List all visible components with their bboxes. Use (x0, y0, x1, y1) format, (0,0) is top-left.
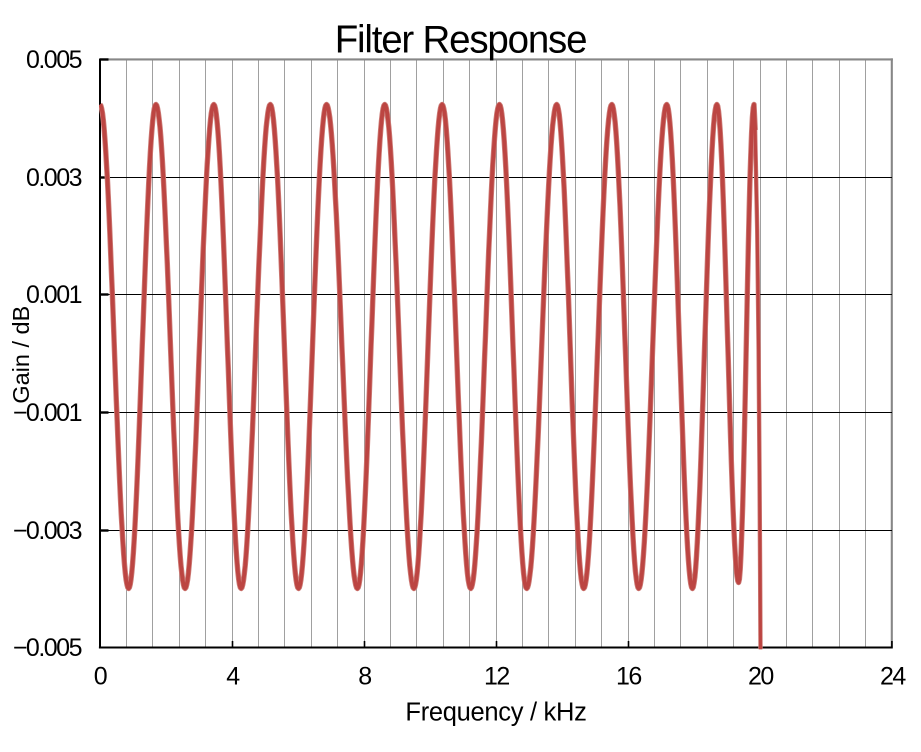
svg-text:12: 12 (484, 663, 509, 691)
svg-text:−0.005: −0.005 (13, 634, 82, 662)
svg-text:0.003: 0.003 (26, 164, 82, 192)
svg-text:0.001: 0.001 (26, 281, 82, 309)
svg-text:4: 4 (226, 663, 240, 691)
svg-text:Gain / dB: Gain / dB (8, 306, 34, 404)
svg-text:Filter Response: Filter Response (335, 18, 587, 61)
svg-text:0.005: 0.005 (26, 46, 82, 74)
svg-text:Frequency / kHz: Frequency / kHz (405, 698, 586, 726)
svg-text:−0.001: −0.001 (13, 399, 82, 427)
svg-text:20: 20 (748, 663, 773, 691)
svg-text:0: 0 (94, 663, 107, 691)
svg-text:16: 16 (616, 663, 641, 691)
svg-text:24: 24 (880, 663, 906, 691)
svg-text:8: 8 (358, 663, 371, 691)
svg-text:−0.003: −0.003 (13, 517, 82, 545)
